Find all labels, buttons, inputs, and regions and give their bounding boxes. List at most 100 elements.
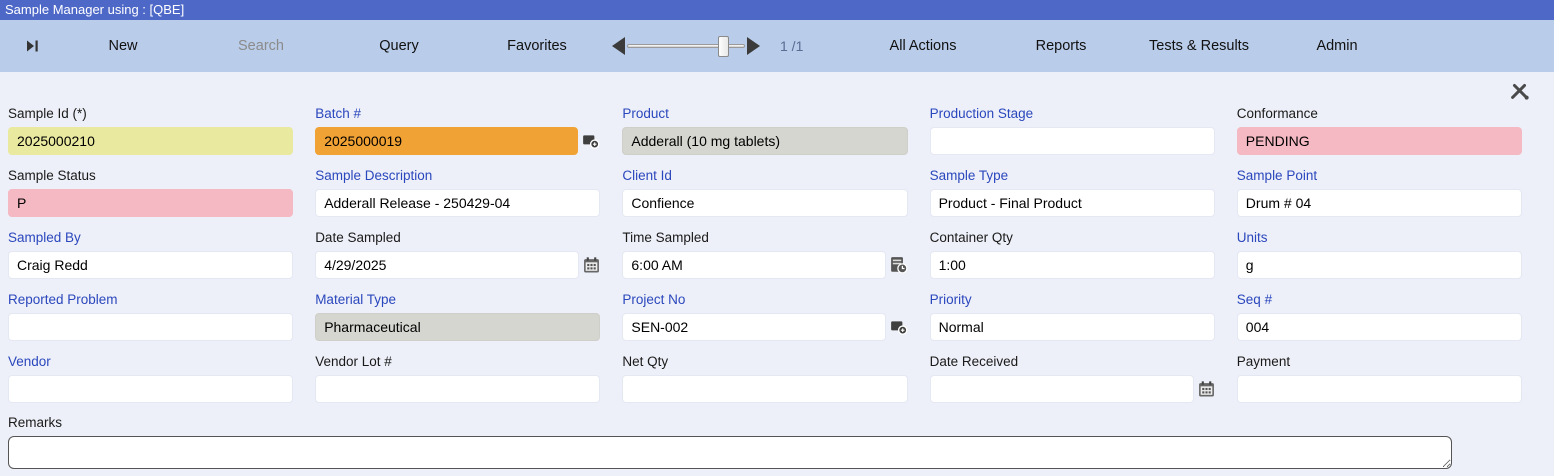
field-sample-description: Sample Description xyxy=(315,168,601,217)
page-indicator: 1 /1 xyxy=(780,38,804,54)
date-received-label: Date Received xyxy=(929,354,1019,369)
sample-type-label: Sample Type xyxy=(929,168,1009,183)
product-label: Product xyxy=(622,106,669,121)
field-project-no: Project No xyxy=(622,292,908,341)
toolbar-item-favorites[interactable]: Favorites xyxy=(507,38,567,54)
project-no-input[interactable] xyxy=(622,313,886,341)
sample-description-label: Sample Description xyxy=(315,168,433,183)
reported-problem-input[interactable] xyxy=(8,313,294,341)
net-qty-label: Net Qty xyxy=(622,354,669,369)
form-grid: Sample Id (*) Batch # Product Production… xyxy=(8,106,1522,403)
sample-id-label: Sample Id (*) xyxy=(8,106,87,121)
remarks-input[interactable] xyxy=(8,436,1452,469)
field-priority: Priority xyxy=(929,292,1215,341)
toolbar-item-admin[interactable]: Admin xyxy=(1316,38,1358,54)
toolbar: New Search Query Favorites 1 /1 All Acti… xyxy=(0,20,1554,72)
field-client-id: Client Id xyxy=(622,168,908,217)
toolbar-item-new[interactable]: New xyxy=(108,38,138,54)
sample-status-input[interactable] xyxy=(8,189,294,217)
toolbar-item-tests-results[interactable]: Tests & Results xyxy=(1149,38,1249,54)
material-type-label: Material Type xyxy=(315,292,396,307)
material-type-input[interactable] xyxy=(315,313,601,341)
calendar-icon[interactable] xyxy=(1198,380,1215,398)
reported-problem-label: Reported Problem xyxy=(8,292,118,307)
priority-input[interactable] xyxy=(929,313,1215,341)
field-reported-problem: Reported Problem xyxy=(8,292,294,341)
batch-number-label: Batch # xyxy=(315,106,361,121)
window-title: Sample Manager using : [QBE] xyxy=(5,2,185,17)
date-received-input[interactable] xyxy=(929,375,1194,403)
product-input[interactable] xyxy=(622,127,908,155)
toolbar-item-query[interactable]: Query xyxy=(379,38,419,54)
container-qty-input[interactable] xyxy=(929,251,1215,279)
vendor-lot-label: Vendor Lot # xyxy=(315,354,392,369)
net-qty-input[interactable] xyxy=(622,375,908,403)
field-sample-point: Sample Point xyxy=(1236,168,1522,217)
prev-record-arrow-icon[interactable] xyxy=(612,37,625,55)
pin-toolbar-icon[interactable] xyxy=(10,39,54,53)
time-sampled-input[interactable] xyxy=(622,251,886,279)
seq-no-label: Seq # xyxy=(1236,292,1273,307)
sample-id-input[interactable] xyxy=(8,127,294,155)
field-date-sampled: Date Sampled xyxy=(315,230,600,279)
toolbar-item-reports[interactable]: Reports xyxy=(1035,38,1087,54)
field-time-sampled: Time Sampled xyxy=(622,230,908,279)
field-date-received: Date Received xyxy=(929,354,1215,403)
toolbar-item-search[interactable]: Search xyxy=(238,38,284,54)
time-sampled-label: Time Sampled xyxy=(622,230,709,245)
batch-number-input[interactable] xyxy=(315,127,579,155)
units-label: Units xyxy=(1236,230,1268,245)
sample-type-input[interactable] xyxy=(929,189,1215,217)
field-vendor-lot: Vendor Lot # xyxy=(315,354,601,403)
date-sampled-input[interactable] xyxy=(315,251,580,279)
field-net-qty: Net Qty xyxy=(622,354,908,403)
container-qty-label: Container Qty xyxy=(929,230,1013,245)
record-slider[interactable] xyxy=(627,36,745,57)
record-slider-thumb[interactable] xyxy=(718,36,730,57)
field-container-qty: Container Qty xyxy=(929,230,1215,279)
field-remarks: Remarks xyxy=(8,415,1522,469)
client-id-input[interactable] xyxy=(622,189,908,217)
title-bar: Sample Manager using : [QBE] xyxy=(0,0,1554,20)
field-material-type: Material Type xyxy=(315,292,601,341)
field-sampled-by: Sampled By xyxy=(8,230,294,279)
remarks-label: Remarks xyxy=(8,415,63,430)
production-stage-input[interactable] xyxy=(929,127,1215,155)
sampled-by-label: Sampled By xyxy=(8,230,81,245)
field-batch-number: Batch # xyxy=(315,106,600,155)
calendar-icon[interactable] xyxy=(583,256,600,274)
field-vendor: Vendor xyxy=(8,354,294,403)
field-product: Product xyxy=(622,106,908,155)
conformance-input[interactable] xyxy=(1236,127,1522,155)
sample-point-input[interactable] xyxy=(1236,189,1522,217)
priority-label: Priority xyxy=(929,292,972,307)
field-conformance: Conformance xyxy=(1236,106,1522,155)
field-production-stage: Production Stage xyxy=(929,106,1215,155)
payment-input[interactable] xyxy=(1236,375,1522,403)
field-payment: Payment xyxy=(1236,354,1522,403)
conformance-label: Conformance xyxy=(1236,106,1318,121)
toolbar-item-all-actions[interactable]: All Actions xyxy=(889,38,957,54)
date-sampled-label: Date Sampled xyxy=(315,230,401,245)
seq-no-input[interactable] xyxy=(1236,313,1522,341)
units-input[interactable] xyxy=(1236,251,1522,279)
clock-icon[interactable] xyxy=(890,256,908,274)
lookup-icon[interactable] xyxy=(890,318,908,336)
lookup-icon[interactable] xyxy=(582,132,600,150)
field-units: Units xyxy=(1236,230,1522,279)
record-navigator xyxy=(606,36,766,57)
field-sample-status: Sample Status xyxy=(8,168,294,217)
next-record-arrow-icon[interactable] xyxy=(747,37,760,55)
sampled-by-input[interactable] xyxy=(8,251,294,279)
customize-tools-icon[interactable] xyxy=(1507,78,1530,106)
field-sample-id: Sample Id (*) xyxy=(8,106,294,155)
vendor-input[interactable] xyxy=(8,375,294,403)
sample-point-label: Sample Point xyxy=(1236,168,1318,183)
sample-form: Sample Id (*) Batch # Product Production… xyxy=(0,72,1554,469)
vendor-lot-input[interactable] xyxy=(315,375,601,403)
production-stage-label: Production Stage xyxy=(929,106,1034,121)
client-id-label: Client Id xyxy=(622,168,672,183)
field-seq-no: Seq # xyxy=(1236,292,1522,341)
sample-description-input[interactable] xyxy=(315,189,601,217)
